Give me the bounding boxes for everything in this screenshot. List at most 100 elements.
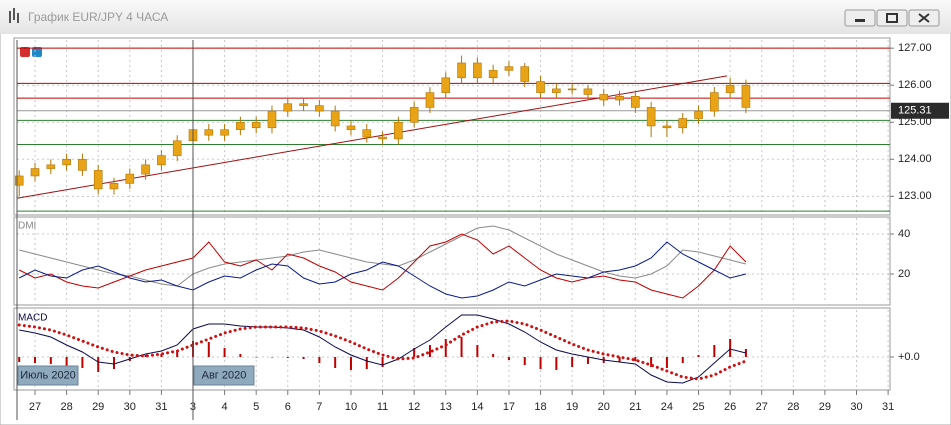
- blue-button[interactable]: [32, 47, 42, 57]
- period-label: Июль 2020: [20, 369, 76, 381]
- histogram-bar: [97, 357, 100, 372]
- candle-body: [330, 110, 340, 127]
- candle-body: [631, 96, 640, 108]
- histogram-bar: [160, 354, 163, 357]
- panel-title: MACD: [18, 313, 47, 324]
- candle-body: [741, 84, 751, 108]
- panel-frames: [13, 37, 891, 391]
- candle-body: [125, 173, 135, 184]
- candle-body: [315, 105, 324, 112]
- maximize-button[interactable]: [876, 9, 908, 27]
- minimize-button[interactable]: [844, 9, 876, 27]
- y-tick-label: 123.00: [898, 190, 932, 202]
- candle-body: [473, 62, 482, 79]
- histogram-bar: [744, 349, 747, 357]
- histogram-bar: [318, 357, 321, 363]
- window-title: График EUR/JPY 4 ЧАСА: [28, 10, 168, 24]
- x-tick-label: 28: [787, 401, 799, 413]
- x-tick-label: 29: [92, 401, 104, 413]
- window-icon: [9, 8, 19, 23]
- histogram-bar: [444, 339, 447, 357]
- candle-body: [236, 121, 245, 130]
- candle-body: [694, 110, 703, 119]
- histogram-bar: [176, 351, 179, 357]
- period-box: [17, 365, 79, 386]
- histogram-bar: [634, 357, 637, 361]
- candle-body: [78, 158, 87, 171]
- x-tick-label: 31: [155, 401, 167, 413]
- x-tick-label: 10: [345, 401, 357, 413]
- histogram-bar: [302, 357, 305, 359]
- histogram-bar: [286, 357, 289, 358]
- last-price-label: 125.31: [898, 105, 932, 117]
- histogram-bar: [49, 357, 52, 364]
- candle-body: [220, 129, 229, 136]
- candle-body: [583, 88, 593, 95]
- candle-body: [457, 62, 466, 79]
- candle-body: [425, 92, 435, 108]
- y-tick-label: +0.0: [898, 351, 920, 363]
- candle-body: [488, 70, 498, 79]
- histogram-bar: [571, 357, 574, 367]
- panel-title: DMI: [18, 221, 36, 232]
- x-tick-label: 20: [598, 401, 610, 413]
- x-tick-label: 11: [377, 401, 388, 413]
- dmi-line: [19, 225, 747, 287]
- candle-body: [520, 66, 530, 82]
- candle-body: [394, 121, 403, 140]
- y-tick-label: 20: [898, 268, 910, 280]
- candle-body: [204, 129, 214, 136]
- candle-body: [62, 158, 71, 166]
- histogram-bar: [381, 357, 384, 367]
- period-box: [193, 365, 255, 386]
- signal-line: [17, 319, 748, 381]
- histogram-bar: [365, 357, 368, 369]
- x-tick-label: 29: [819, 401, 831, 413]
- candle-body: [725, 84, 735, 93]
- histogram-bar: [618, 357, 621, 362]
- histogram-bar: [349, 357, 352, 370]
- red-button[interactable]: [20, 47, 30, 57]
- y-tick-label: 125.00: [898, 116, 932, 128]
- histogram-bar: [397, 357, 400, 358]
- color-buttons[interactable]: [20, 47, 42, 57]
- y-tick-label: 126.00: [898, 79, 932, 91]
- dmi-line: [18, 233, 747, 299]
- histogram-bar: [523, 357, 526, 365]
- x-tick-label: 12: [408, 401, 420, 413]
- histogram-bar: [555, 357, 558, 370]
- histogram-bar: [681, 357, 684, 363]
- y-tick-label: 124.00: [898, 153, 932, 165]
- histogram-bar: [697, 355, 700, 357]
- histogram-bar: [413, 348, 416, 357]
- x-tick-label: 31: [882, 401, 894, 413]
- x-tick-label: 7: [316, 401, 322, 413]
- y-tick-label: 40: [898, 228, 910, 240]
- candle-body: [552, 88, 561, 93]
- x-tick-label: 13: [440, 401, 452, 413]
- x-tick-label: 24: [661, 401, 673, 413]
- candle-body: [93, 170, 103, 190]
- candle-body: [409, 107, 419, 123]
- x-tick-label: 27: [756, 401, 768, 413]
- candle-body: [299, 103, 308, 106]
- candle-body: [283, 103, 293, 112]
- histogram-bar: [492, 354, 495, 357]
- x-tick-label: 30: [850, 401, 862, 413]
- x-tick-label: 19: [566, 401, 578, 413]
- window-buttons[interactable]: [844, 9, 940, 27]
- candle-body: [251, 121, 261, 129]
- candle-body: [157, 155, 166, 166]
- period-label: Авг 2020: [202, 369, 247, 381]
- histogram-bar: [65, 357, 68, 367]
- candle-body: [646, 107, 656, 127]
- candle-body: [710, 92, 719, 112]
- x-tick-label: 28: [60, 401, 72, 413]
- x-tick-label: 27: [29, 401, 41, 413]
- histogram-bar: [665, 357, 668, 368]
- histogram-bar: [650, 357, 653, 367]
- candle-body: [662, 125, 672, 129]
- x-tick-label: 25: [692, 401, 704, 413]
- x-tick-label: 21: [629, 401, 641, 413]
